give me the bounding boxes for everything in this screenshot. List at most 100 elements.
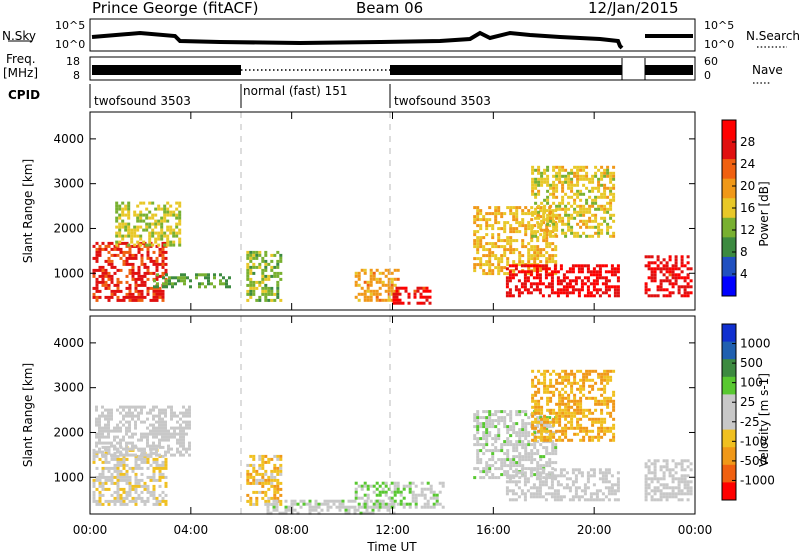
freq-bar-segment-2 <box>390 65 622 75</box>
noise-tick-low-right: 10^0 <box>704 38 734 51</box>
velocity-colorbar-label: Velocity [m s-1] <box>757 373 771 467</box>
noise-trace <box>91 30 693 50</box>
power-colorbar: 28 24 20 16 12 8 4 <box>721 119 755 297</box>
power-echo-region <box>505 264 620 298</box>
cpid-segment-3: twofsound 3503 <box>394 94 491 108</box>
velocity-colorbar-tick: -1000 <box>740 473 775 487</box>
time-x-axis: 00:00 04:00 08:00 12:00 16:00 20:00 00:00 <box>73 112 713 537</box>
velocity-colorbar-swatch <box>722 324 736 343</box>
freq-label-2: [MHz] <box>3 66 38 80</box>
power-colorbar-swatch <box>722 159 736 180</box>
x-tick-label: 12:00 <box>375 523 410 537</box>
power-colorbar-swatch <box>722 178 736 199</box>
velocity-colorbar-tick: 1000 <box>740 337 771 351</box>
power-colorbar-swatch <box>722 120 736 141</box>
x-tick-label: 00:00 <box>678 523 713 537</box>
freq-bar-segment-3 <box>645 65 693 75</box>
power-y-tick-label: 4000 <box>53 132 84 146</box>
noise-panel: N.Sky 10^5 10^0 10^5 10^0 N.Search <box>2 18 800 52</box>
power-colorbar-tick: 24 <box>740 157 755 171</box>
x-tick-label: 20:00 <box>577 523 612 537</box>
freq-bar-segment-1 <box>92 65 241 75</box>
velocity-colorbar-swatch <box>722 447 736 466</box>
cpid-strip: CPID twofsound 3503 normal (fast) 151 tw… <box>8 84 491 108</box>
power-echo-region <box>531 165 616 238</box>
power-y-tick-label: 1000 <box>53 266 84 280</box>
power-y-tick-label: 2000 <box>53 221 84 235</box>
power-y-axis: 1000 2000 3000 4000 <box>53 132 695 280</box>
velocity-colorbar-tick: 25 <box>740 395 755 409</box>
velocity-y-axis: 1000 2000 3000 4000 <box>53 336 695 484</box>
noise-tick-low-left: 10^0 <box>55 38 85 51</box>
velocity-y-tick-label: 2000 <box>53 425 84 439</box>
power-colorbar-tick: 20 <box>740 179 755 193</box>
power-echo-region <box>246 250 283 302</box>
power-colorbar-swatch <box>722 237 736 258</box>
nave-label: Nave <box>752 63 783 77</box>
power-colorbar-swatch <box>722 256 736 277</box>
velocity-colorbar-tick: -100 <box>740 434 767 448</box>
noise-tick-high-left: 10^5 <box>55 19 85 32</box>
power-colorbar-tick: 28 <box>740 135 755 149</box>
nsky-label: N.Sky <box>2 29 36 43</box>
velocity-panel: 1000 2000 3000 4000 Slant Range [km] 1000 50… <box>21 315 775 515</box>
nave-tick-high: 60 <box>704 55 718 68</box>
velocity-colorbar-swatch <box>722 394 736 413</box>
power-colorbar-swatch <box>722 198 736 219</box>
power-colorbar-swatch <box>722 276 736 297</box>
nave-tick-low: 0 <box>704 69 711 82</box>
power-echo-layer <box>92 165 693 305</box>
plot-title: Prince George (fitACF) <box>92 0 258 17</box>
cpid-segment-1: twofsound 3503 <box>94 94 191 108</box>
power-colorbar-swatch <box>722 139 736 160</box>
power-panel: 1000 2000 3000 4000 Slant Range [km] 28 24 20… <box>21 111 771 311</box>
velocity-colorbar-swatch <box>722 359 736 378</box>
velocity-ylabel: Slant Range [km] <box>21 363 35 467</box>
velocity-echo-region <box>473 410 558 480</box>
power-colorbar-tick: 4 <box>740 267 748 281</box>
x-tick-label: 04:00 <box>174 523 209 537</box>
velocity-colorbar-swatch <box>722 412 736 431</box>
power-echo-region <box>115 201 182 247</box>
nsearch-label: N.Search <box>746 29 800 43</box>
velocity-colorbar-tick: -25 <box>740 415 760 429</box>
velocity-y-tick-label: 1000 <box>53 470 84 484</box>
frequency-panel: Freq. [MHz] 18 8 60 0 Nave <box>3 52 783 84</box>
x-axis-title: Time UT <box>366 540 417 554</box>
power-colorbar-tick: 16 <box>740 201 755 215</box>
velocity-y-tick-label: 4000 <box>53 336 84 350</box>
power-colorbar-swatch <box>722 217 736 238</box>
x-tick-label: 08:00 <box>274 523 309 537</box>
velocity-echo-region <box>505 468 620 502</box>
velocity-colorbar: 1000 500 100 25 -25 -100 -500 -1000 <box>721 323 775 501</box>
power-colorbar-label: Power [dB] <box>757 181 771 246</box>
cpid-label: CPID <box>8 88 40 102</box>
power-echo-region <box>153 273 231 289</box>
velocity-colorbar-tick: 100 <box>740 376 763 390</box>
power-echo-region <box>392 286 432 305</box>
freq-tick-high: 18 <box>66 55 80 68</box>
velocity-echo-region <box>95 405 191 457</box>
power-ylabel: Slant Range [km] <box>21 159 35 263</box>
power-colorbar-tick: 8 <box>740 245 748 259</box>
velocity-colorbar-swatch <box>722 482 736 501</box>
velocity-colorbar-swatch <box>722 429 736 448</box>
velocity-colorbar-swatch <box>722 464 736 483</box>
power-y-tick-label: 3000 <box>53 177 84 191</box>
beam-label: Beam 06 <box>356 0 423 17</box>
velocity-echo-region <box>531 369 616 442</box>
velocity-colorbar-swatch <box>722 341 736 360</box>
freq-label-1: Freq. <box>6 52 36 66</box>
noise-tick-high-right: 10^5 <box>704 19 734 32</box>
x-tick-label: 00:00 <box>73 523 108 537</box>
power-colorbar-tick: 12 <box>740 223 755 237</box>
power-echo-region <box>644 255 693 298</box>
velocity-colorbar-swatch <box>722 376 736 395</box>
velocity-y-tick-label: 3000 <box>53 381 84 395</box>
velocity-echo-region <box>246 454 283 506</box>
x-tick-label: 16:00 <box>476 523 511 537</box>
velocity-colorbar-tick: -500 <box>740 454 767 468</box>
velocity-echo-region <box>354 481 445 509</box>
velocity-echo-region <box>644 459 693 502</box>
